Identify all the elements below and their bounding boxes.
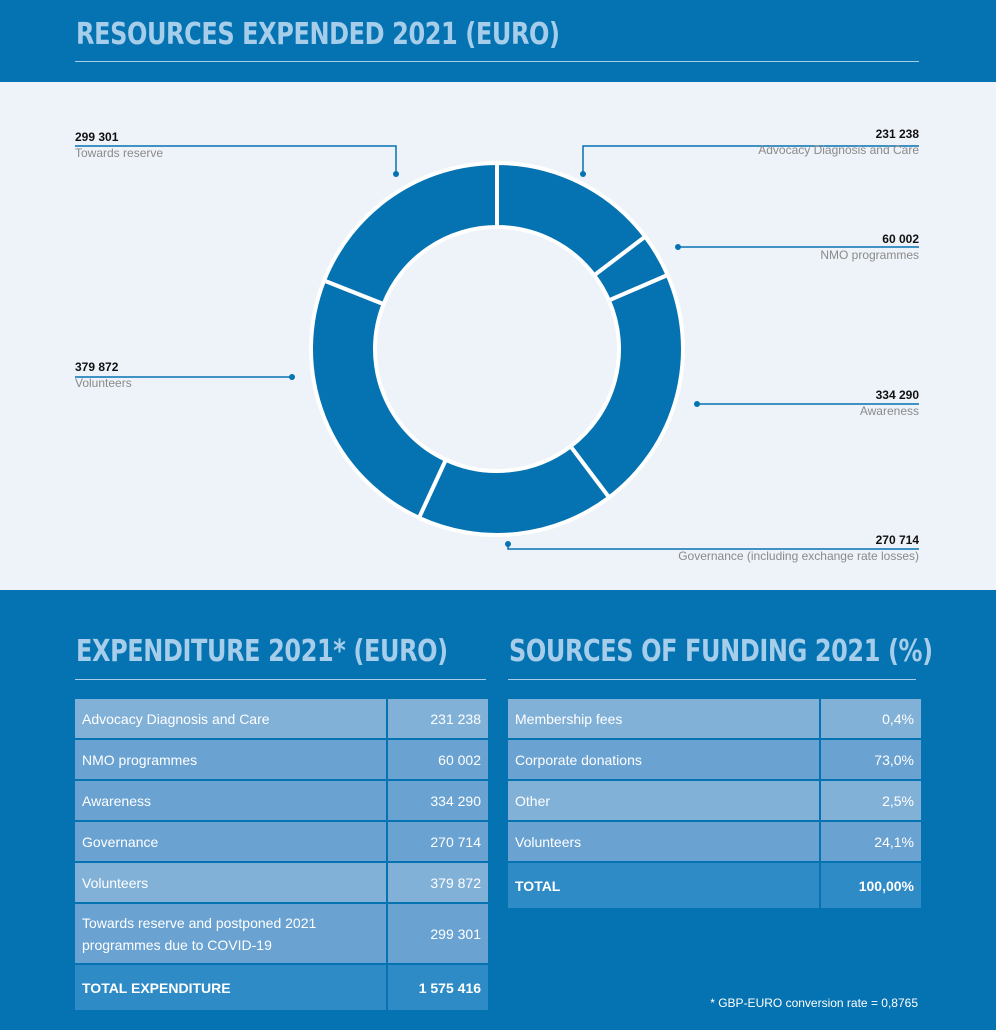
row-label: Volunteers [506, 820, 821, 863]
leader-dot-1 [675, 244, 681, 250]
table-row: Towards reserve and postponed 2021 progr… [73, 902, 490, 965]
total-value: 100,00% [819, 861, 923, 910]
slice-value-label: 270 714 [875, 533, 919, 547]
expenditure-title: EXPENDITURE 2021* (EURO) [76, 634, 448, 669]
slice-name-label: Awareness [859, 404, 919, 418]
total-label: TOTAL EXPENDITURE [73, 963, 388, 1012]
slice-label-4: 379 872 Volunteers [75, 359, 132, 391]
row-value: 24,1% [819, 820, 923, 863]
header-band [0, 0, 996, 82]
funding-table: Membership fees 0,4% Corporate donations 73… [506, 697, 923, 910]
leader-dot-3 [505, 541, 511, 547]
row-value: 0,4% [819, 697, 923, 740]
slice-label-5: 299 301 Towards reserve [75, 129, 163, 161]
slice-value-label: 379 872 [75, 360, 119, 374]
row-value: 379 872 [386, 861, 490, 904]
slice-name-label: Advocacy Diagnosis and Care [758, 143, 919, 157]
leader-dot-0 [580, 171, 586, 177]
row-value: 73,0% [819, 738, 923, 781]
table-row: Volunteers 379 872 [73, 861, 490, 904]
expenditure-table: Advocacy Diagnosis and Care 231 238 NMO pr… [73, 697, 490, 1012]
row-label: Awareness [73, 779, 388, 822]
leader-dot-4 [289, 374, 295, 380]
row-label: Membership fees [506, 697, 821, 740]
table-row: Awareness 334 290 [73, 779, 490, 822]
donut-chart [75, 145, 919, 550]
total-label: TOTAL [506, 861, 821, 910]
row-label: Towards reserve and postponed 2021 progr… [73, 902, 388, 965]
row-value: 231 238 [386, 697, 490, 740]
page-title: RESOURCES EXPENDED 2021 (EURO) [76, 17, 560, 52]
table-row: Advocacy Diagnosis and Care 231 238 [73, 697, 490, 740]
row-value: 299 301 [386, 902, 490, 965]
slice-label-3: 270 714 Governance (including exchange ra… [678, 532, 919, 564]
row-value: 270 714 [386, 820, 490, 863]
slice-label-0: 231 238 Advocacy Diagnosis and Care [758, 126, 919, 158]
funding-rule [508, 679, 916, 680]
table-row: Membership fees 0,4% [506, 697, 923, 740]
leader-dot-5 [393, 171, 399, 177]
leader-line-0 [582, 145, 919, 174]
table-row: Other 2,5% [506, 779, 923, 822]
footnote: * GBP-EURO conversion rate = 0,8765 [710, 996, 918, 1010]
slice-name-label: NMO programmes [820, 248, 919, 262]
donut-slice-4 [309, 277, 449, 521]
slice-label-2: 334 290 Awareness [860, 387, 919, 419]
table-row: NMO programmes 60 002 [73, 738, 490, 781]
row-label: NMO programmes [73, 738, 388, 781]
title-rule [75, 61, 919, 62]
donut-slice-5 [321, 160, 499, 307]
table-row: Governance 270 714 [73, 820, 490, 863]
leader-line-5 [75, 145, 397, 174]
slice-value-label: 60 002 [882, 232, 919, 246]
donut-slice-2 [567, 272, 685, 501]
row-value: 334 290 [386, 779, 490, 822]
donut-chart-panel [0, 82, 996, 590]
leader-dot-2 [694, 401, 700, 407]
row-label: Volunteers [73, 861, 388, 904]
table-row: Volunteers 24,1% [506, 820, 923, 863]
slice-name-label: Governance (including exchange rate loss… [678, 549, 919, 563]
slice-value-label: 299 301 [75, 130, 119, 144]
table-row: Corporate donations 73,0% [506, 738, 923, 781]
row-value: 60 002 [386, 738, 490, 781]
slice-value-label: 334 290 [875, 388, 919, 402]
total-value: 1 575 416 [386, 963, 490, 1012]
total-row: TOTAL 100,00% [506, 861, 923, 910]
slice-name-label: Volunteers [75, 376, 132, 390]
slice-label-1: 60 002 NMO programmes [820, 231, 919, 263]
expenditure-rule [75, 679, 486, 680]
row-label: Corporate donations [506, 738, 821, 781]
row-value: 2,5% [819, 779, 923, 822]
slice-name-label: Towards reserve [75, 146, 164, 160]
row-label: Other [506, 779, 821, 822]
funding-title: SOURCES OF FUNDING 2021 (%) [509, 634, 933, 669]
row-label: Governance [73, 820, 388, 863]
total-row: TOTAL EXPENDITURE 1 575 416 [73, 963, 490, 1012]
slice-value-label: 231 238 [875, 127, 919, 141]
row-label: Advocacy Diagnosis and Care [73, 697, 388, 740]
